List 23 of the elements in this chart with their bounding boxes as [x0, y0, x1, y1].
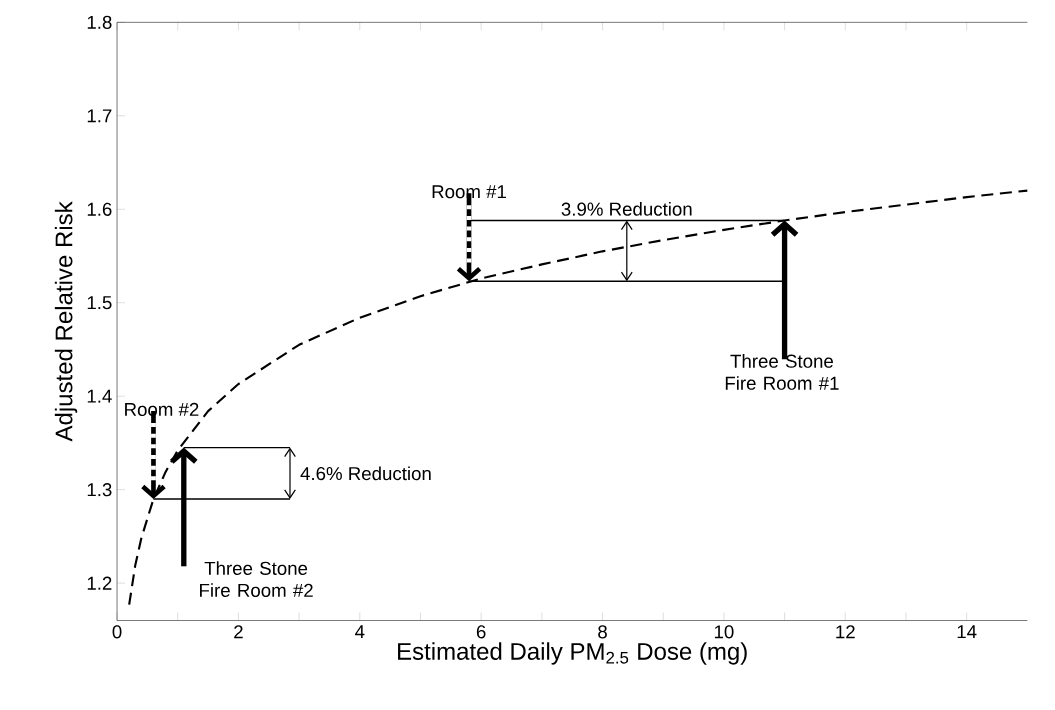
x-tick-label: 12 — [836, 625, 855, 639]
y-tick-label: 1.7 — [87, 109, 112, 123]
x-tick-label: 0 — [112, 625, 122, 639]
x-tick-label: 6 — [476, 625, 486, 639]
annotation: 4.6% Reduction — [300, 466, 431, 481]
annotation: Room #1 — [432, 185, 506, 199]
x-tick-label: 8 — [598, 625, 607, 639]
y-tick-label: 1.8 — [87, 15, 112, 30]
x-tick-label: 4 — [355, 625, 365, 639]
x-axis-title: Estimated Daily PM$_{2.5}$ Dose (mg) — [398, 642, 747, 665]
y-tick-label: 1.4 — [87, 390, 112, 403]
annotation: 3.9% Reduction — [561, 202, 692, 216]
y-tick-label: 1.2 — [87, 576, 112, 590]
x-tick-label: 2 — [234, 625, 243, 639]
annotation: Three Stone Fire Room #2 — [200, 561, 313, 598]
y-tick-label: 1.6 — [87, 202, 112, 217]
x-tick-label: 14 — [957, 625, 977, 639]
y-axis-title: Adjusted Relative Risk — [54, 201, 78, 442]
annotation: Three Stone Fire Room #1 — [725, 354, 839, 391]
y-tick-label: 1.3 — [87, 483, 112, 497]
annotation: Room #2 — [125, 403, 199, 417]
x-tick-label: 10 — [714, 625, 734, 639]
y-tick-label: 1.5 — [87, 296, 112, 310]
